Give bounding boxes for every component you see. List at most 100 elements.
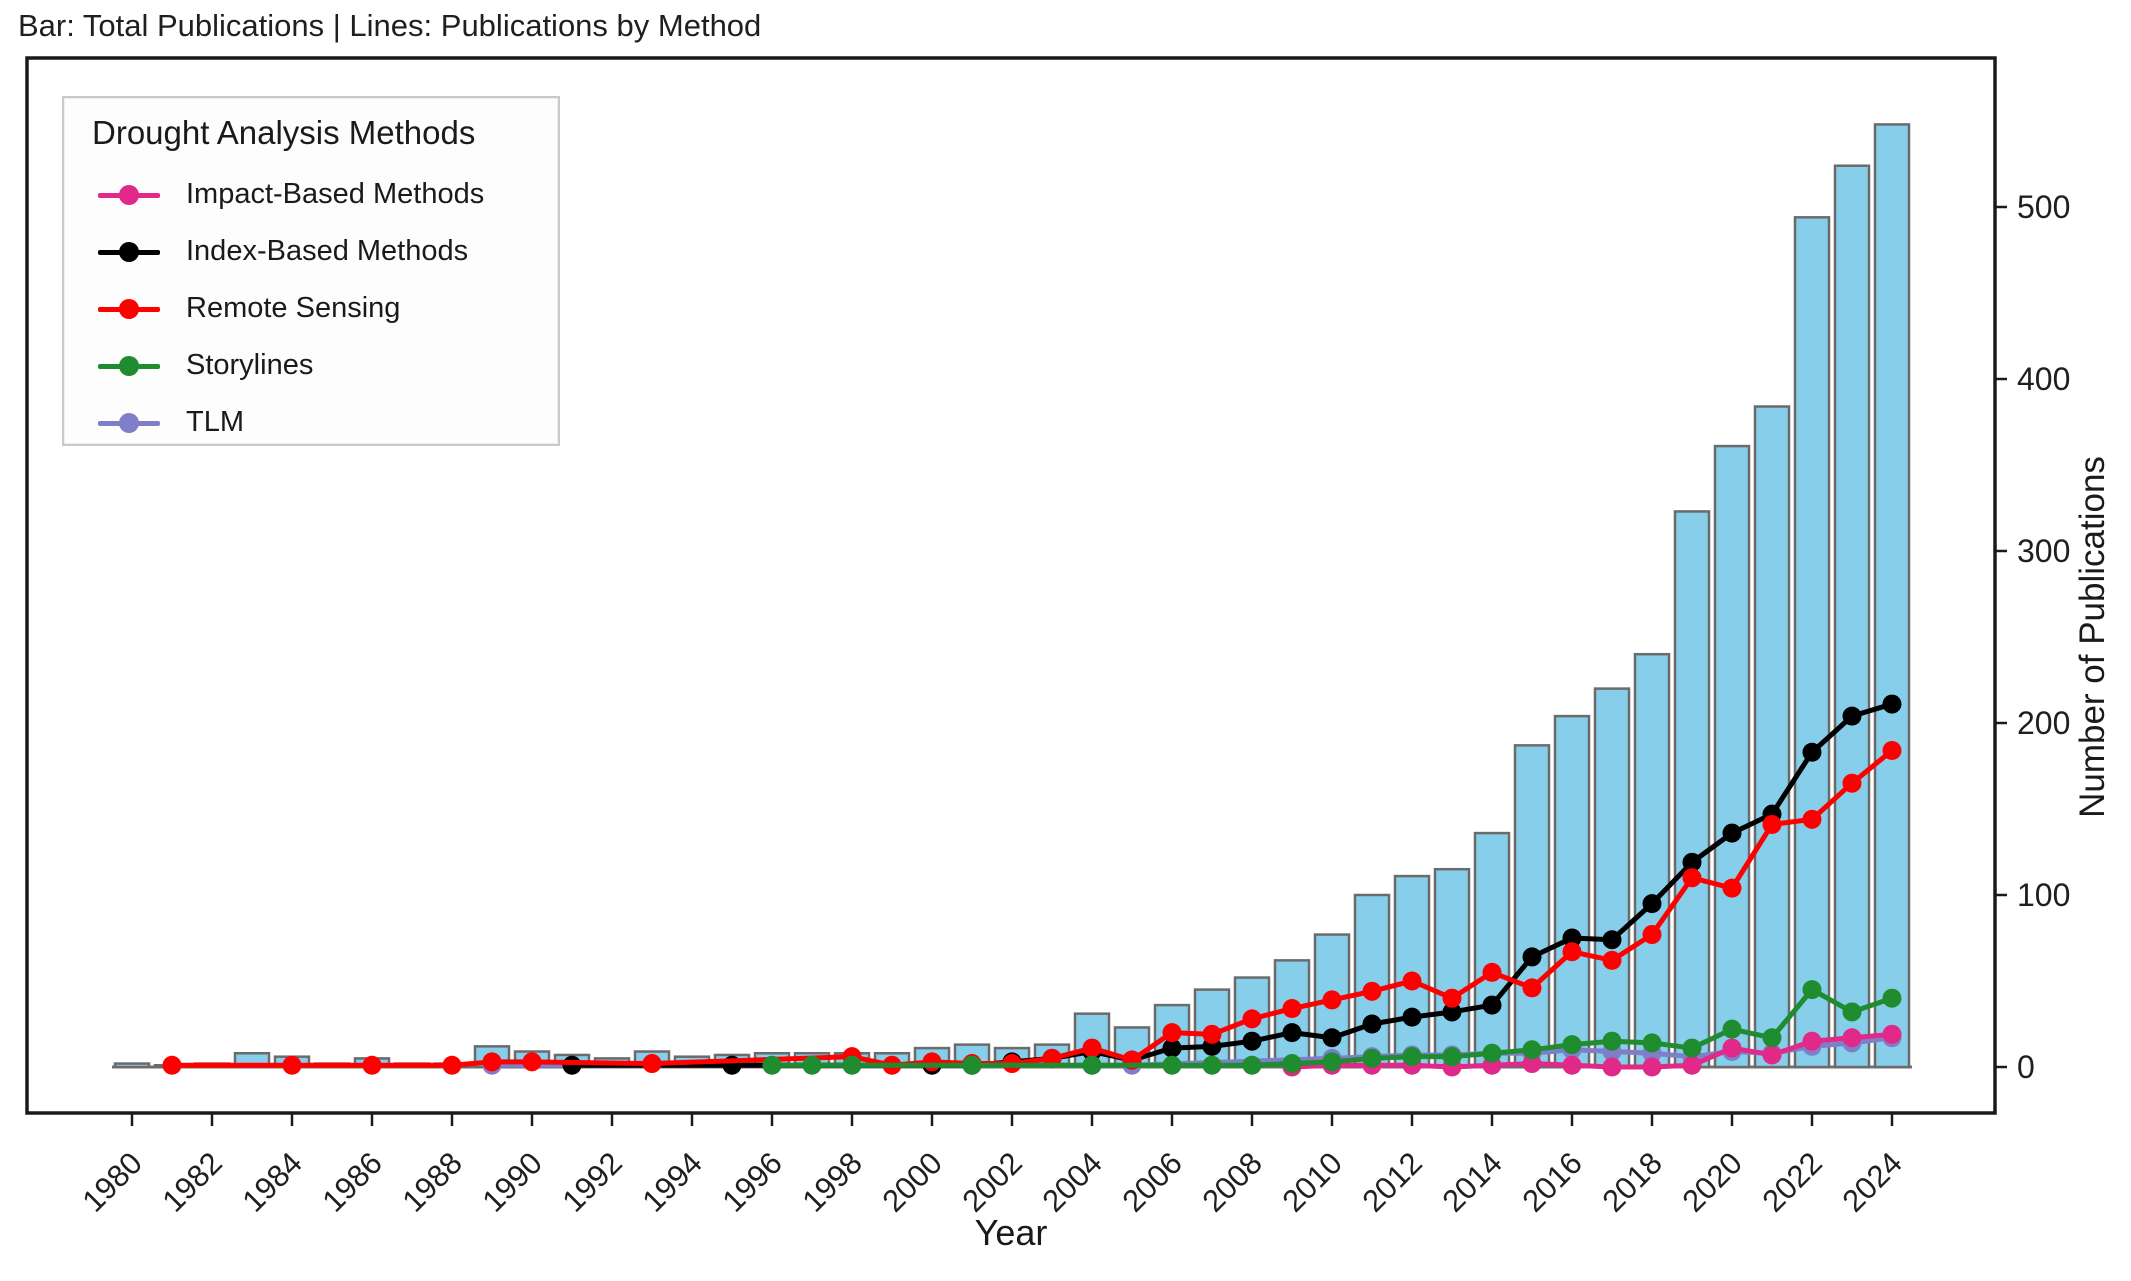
legend-dot-swatch	[119, 184, 139, 205]
y-tick-label-500: 500	[2017, 189, 2070, 225]
marker-remote-sensing-2011	[1362, 981, 1382, 1001]
x-tick-label-2014: 2014	[1435, 1145, 1509, 1219]
legend-item-tlm: TLM	[64, 394, 558, 451]
marker-index-based-methods-2024	[1882, 694, 1902, 714]
marker-remote-sensing-2024	[1882, 741, 1902, 761]
marker-remote-sensing-2006	[1162, 1023, 1182, 1043]
marker-storylines-2020	[1722, 1019, 1742, 1039]
x-tick-label-2024: 2024	[1835, 1145, 1909, 1219]
marker-index-based-methods-2019	[1682, 852, 1702, 872]
marker-index-based-methods-2023	[1842, 706, 1862, 726]
marker-impact-based-methods-2024	[1882, 1024, 1902, 1044]
legend-item-storylines: Storylines	[64, 337, 558, 394]
marker-remote-sensing-2022	[1802, 809, 1822, 829]
bar-total-2019	[1673, 510, 1711, 1069]
marker-storylines-2001	[962, 1055, 982, 1075]
x-tick-label-1986: 1986	[315, 1145, 389, 1219]
marker-impact-based-methods-2022	[1802, 1031, 1822, 1051]
marker-remote-sensing-2014	[1482, 962, 1502, 982]
legend-dot-swatch	[119, 355, 139, 376]
legend-dot-swatch	[119, 412, 139, 433]
bar-total-2023	[1833, 164, 1871, 1069]
marker-remote-sensing-2021	[1762, 814, 1782, 834]
legend-marker-icon	[98, 411, 160, 435]
bar-total-2020	[1713, 444, 1751, 1069]
marker-remote-sensing-2023	[1842, 773, 1862, 793]
marker-storylines-2024	[1882, 988, 1902, 1008]
bar-total-2024	[1873, 123, 1911, 1069]
marker-storylines-2012	[1402, 1047, 1422, 1067]
marker-remote-sensing-1986	[362, 1055, 382, 1075]
marker-remote-sensing-2018	[1642, 925, 1662, 945]
marker-index-based-methods-2009	[1282, 1023, 1302, 1043]
x-tick-label-2002: 2002	[955, 1145, 1029, 1219]
marker-storylines-2008	[1242, 1055, 1262, 1075]
x-tick-label-2016: 2016	[1515, 1145, 1589, 1219]
marker-impact-based-methods-2021	[1762, 1045, 1782, 1065]
bar-total-2015	[1513, 744, 1551, 1069]
bar-total-2011	[1353, 893, 1391, 1069]
marker-remote-sensing-2007	[1202, 1024, 1222, 1044]
legend-item-impact-based-methods: Impact-Based Methods	[64, 166, 558, 223]
x-tick-label-1984: 1984	[235, 1145, 309, 1219]
legend-item-index-based-methods: Index-Based Methods	[64, 223, 558, 280]
series-line-impact-based-methods	[1291, 1031, 1893, 1070]
bar-total-2013	[1433, 867, 1471, 1069]
legend-item-label: Impact-Based Methods	[186, 178, 485, 210]
marker-storylines-2016	[1562, 1035, 1582, 1055]
legend-box: Drought Analysis Methods Impact-Based Me…	[62, 96, 560, 446]
marker-storylines-2023	[1842, 1002, 1862, 1022]
x-tick-label-1994: 1994	[635, 1145, 709, 1219]
marker-storylines-2007	[1202, 1055, 1222, 1075]
figure-title: Bar: Total Publications | Lines: Publica…	[18, 8, 762, 43]
bar-total-2021	[1753, 405, 1791, 1069]
x-tick-label-2004: 2004	[1035, 1145, 1109, 1219]
marker-impact-based-methods-2023	[1842, 1028, 1862, 1048]
marker-remote-sensing-1993	[642, 1054, 662, 1074]
y-tick-label-300: 300	[2017, 533, 2070, 569]
x-tick-label-2012: 2012	[1355, 1145, 1429, 1219]
legend-marker-icon	[98, 297, 160, 321]
x-tick-label-2022: 2022	[1755, 1145, 1829, 1219]
y-tick-label-100: 100	[2017, 877, 2070, 913]
marker-remote-sensing-1981	[162, 1055, 182, 1075]
marker-storylines-2022	[1802, 980, 1822, 1000]
x-tick-label-2020: 2020	[1675, 1145, 1749, 1219]
marker-storylines-2014	[1482, 1043, 1502, 1063]
legend-item-label: Remote Sensing	[186, 292, 401, 324]
legend-item-label: Index-Based Methods	[186, 235, 469, 267]
legend-marker-icon	[98, 240, 160, 264]
marker-remote-sensing-2012	[1402, 971, 1422, 991]
bar-total-2016	[1553, 714, 1591, 1069]
marker-remote-sensing-2004	[1082, 1038, 1102, 1058]
legend-item-remote-sensing: Remote Sensing	[64, 280, 558, 337]
marker-impact-based-methods-2016	[1562, 1055, 1582, 1075]
x-tick-label-1988: 1988	[395, 1145, 469, 1219]
x-tick-label-1992: 1992	[555, 1145, 629, 1219]
marker-remote-sensing-2013	[1442, 988, 1462, 1008]
bar-total-2017	[1593, 687, 1631, 1069]
bar-total-2014	[1473, 831, 1511, 1069]
marker-impact-based-methods-2015	[1522, 1054, 1542, 1074]
legend-item-label: Storylines	[186, 349, 314, 381]
y-axis-title: Number of Publications	[2073, 456, 2112, 818]
marker-storylines-2019	[1682, 1038, 1702, 1058]
marker-remote-sensing-2010	[1322, 990, 1342, 1010]
x-tick-label-1998: 1998	[795, 1145, 869, 1219]
marker-storylines-2010	[1322, 1052, 1342, 1072]
legend-title: Drought Analysis Methods	[92, 114, 476, 151]
marker-remote-sensing-2019	[1682, 868, 1702, 888]
marker-remote-sensing-2017	[1602, 950, 1622, 970]
x-tick-label-2006: 2006	[1115, 1145, 1189, 1219]
bar-total-2022	[1793, 216, 1831, 1069]
marker-storylines-2017	[1602, 1031, 1622, 1051]
marker-remote-sensing-2008	[1242, 1009, 1262, 1029]
marker-storylines-2015	[1522, 1040, 1542, 1060]
marker-index-based-methods-2015	[1522, 947, 1542, 967]
marker-index-based-methods-2014	[1482, 995, 1502, 1015]
marker-remote-sensing-2015	[1522, 978, 1542, 998]
marker-index-based-methods-2013	[1442, 1002, 1462, 1022]
marker-remote-sensing-1989	[482, 1052, 502, 1072]
x-tick-label-2018: 2018	[1595, 1145, 1669, 1219]
